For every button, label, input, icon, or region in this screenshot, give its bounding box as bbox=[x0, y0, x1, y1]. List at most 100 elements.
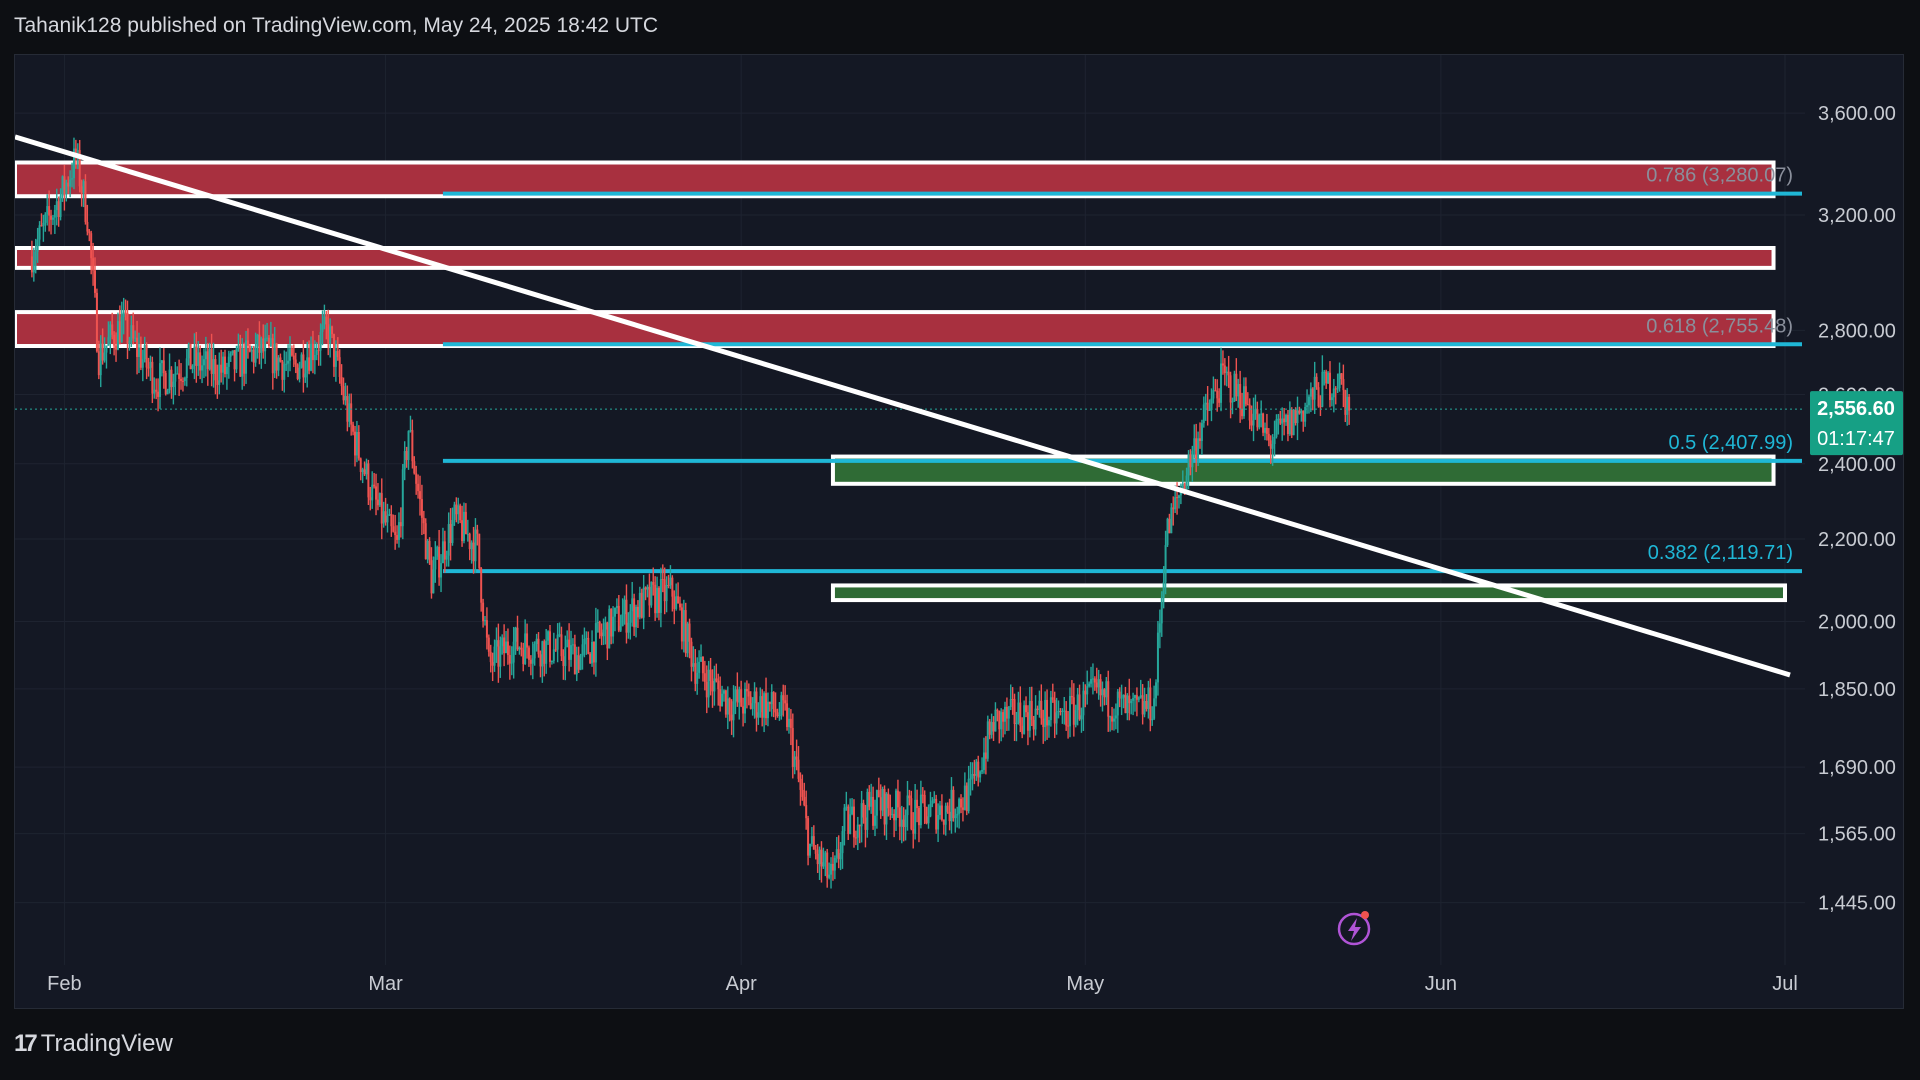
candle-body bbox=[954, 815, 957, 819]
candle-body bbox=[885, 793, 888, 825]
candle-body bbox=[654, 584, 657, 614]
candle-body bbox=[711, 680, 714, 692]
candle-body bbox=[780, 695, 783, 716]
candle-body bbox=[967, 778, 970, 812]
candle-body bbox=[44, 214, 47, 223]
candle-body bbox=[34, 251, 37, 261]
tradingview-logo[interactable]: 17 TradingView bbox=[14, 1030, 173, 1058]
candle-body bbox=[352, 424, 355, 432]
candle-body bbox=[409, 430, 412, 432]
candle-body bbox=[365, 463, 368, 475]
candle-body bbox=[543, 641, 546, 664]
candle-body bbox=[1199, 438, 1201, 441]
candle-body bbox=[1122, 694, 1125, 698]
candle-body bbox=[136, 337, 139, 357]
candle-body bbox=[419, 491, 421, 500]
candle-body bbox=[202, 359, 205, 366]
candle-body bbox=[671, 577, 674, 597]
candle-body bbox=[57, 201, 60, 218]
candle-body bbox=[1160, 597, 1163, 624]
candle-body bbox=[267, 337, 270, 346]
candle-body bbox=[638, 592, 641, 618]
candle-body bbox=[1229, 375, 1232, 403]
candle-body bbox=[476, 529, 479, 534]
candle-body bbox=[895, 790, 898, 821]
candle-body bbox=[1252, 413, 1255, 426]
candle-body bbox=[858, 824, 861, 827]
candle-body bbox=[298, 367, 301, 379]
candle-body bbox=[48, 206, 51, 216]
candle-body bbox=[80, 186, 83, 193]
candle-body bbox=[965, 785, 968, 812]
candle-body bbox=[178, 373, 181, 379]
candle-body bbox=[447, 524, 450, 556]
candle-body bbox=[648, 586, 651, 606]
candle-body bbox=[642, 587, 645, 618]
candle-body bbox=[1181, 483, 1184, 492]
candle-body bbox=[856, 824, 859, 838]
candle-body bbox=[65, 182, 68, 195]
candle-body bbox=[382, 511, 385, 524]
candle-body bbox=[591, 641, 594, 664]
candle-body bbox=[124, 312, 127, 314]
candle-body bbox=[336, 351, 339, 358]
candle-body bbox=[977, 761, 980, 778]
candle-body bbox=[747, 691, 750, 697]
candle-body bbox=[126, 313, 129, 344]
candle-body bbox=[916, 799, 919, 809]
candle-body bbox=[925, 806, 928, 824]
candle-body bbox=[864, 817, 867, 830]
candle-body bbox=[719, 689, 722, 707]
candle-body bbox=[854, 837, 857, 839]
candle-body bbox=[1153, 698, 1156, 719]
candle-body bbox=[241, 348, 244, 377]
candle-body bbox=[579, 655, 582, 670]
candle-body bbox=[71, 178, 74, 180]
fib-level-label: 0.618 (2,755.48) bbox=[1646, 315, 1793, 337]
candle-body bbox=[761, 696, 764, 718]
author-name[interactable]: Tahanik128 bbox=[14, 14, 122, 37]
publish-header: Tahanik128 published on TradingView.com,… bbox=[14, 14, 658, 38]
candle-body bbox=[1214, 390, 1217, 392]
candle-body bbox=[583, 639, 586, 645]
candle-body bbox=[300, 354, 303, 368]
candle-body bbox=[346, 396, 349, 422]
candle-body bbox=[1285, 414, 1288, 423]
candle-body bbox=[703, 673, 706, 682]
candle-body bbox=[988, 721, 991, 735]
chart-canvas[interactable]: 0.786 (3,280.07) 0.618 (2,755.48) 0.5 (2,4… bbox=[15, 55, 1903, 1008]
candle-body bbox=[181, 380, 184, 382]
candle-body bbox=[78, 150, 81, 187]
candle-body bbox=[902, 819, 905, 828]
candle-body bbox=[84, 181, 87, 222]
candle-body bbox=[273, 343, 276, 374]
candle-body bbox=[405, 451, 408, 461]
candle-body bbox=[510, 662, 513, 664]
candle-body bbox=[1330, 397, 1333, 401]
candle-body bbox=[1227, 371, 1230, 376]
candle-body bbox=[375, 486, 378, 500]
candle-body bbox=[539, 654, 542, 667]
candle-body bbox=[698, 661, 701, 673]
alert-icon-dot bbox=[1361, 911, 1369, 919]
candle-body bbox=[1244, 386, 1247, 405]
candle-body bbox=[116, 321, 119, 350]
candle-body bbox=[1218, 398, 1221, 403]
candle-body bbox=[1111, 716, 1114, 722]
candle-body bbox=[1317, 387, 1320, 407]
candle-body bbox=[816, 853, 819, 865]
candle-body bbox=[470, 542, 473, 550]
lightning-alert-icon[interactable] bbox=[1337, 911, 1371, 946]
candle-body bbox=[937, 814, 940, 830]
candle-body bbox=[745, 688, 748, 692]
chart-pane[interactable]: 0.786 (3,280.07) 0.618 (2,755.48) 0.5 (2,4… bbox=[14, 54, 1904, 1009]
candle-body bbox=[1204, 402, 1207, 405]
candle-body bbox=[1221, 363, 1224, 366]
candle-body bbox=[1336, 388, 1339, 390]
candle-body bbox=[461, 520, 464, 542]
candle-body bbox=[1346, 396, 1349, 415]
candle-body bbox=[51, 217, 54, 220]
candle-body bbox=[246, 340, 249, 346]
candle-body bbox=[1080, 715, 1083, 720]
candle-body bbox=[1332, 388, 1335, 398]
